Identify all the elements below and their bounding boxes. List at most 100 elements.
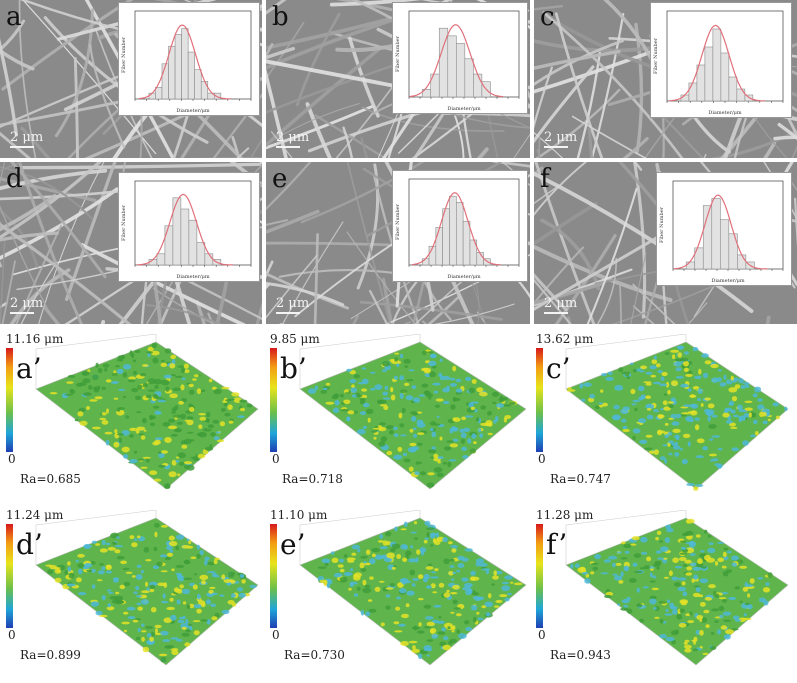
- surface-texture: [157, 399, 166, 403]
- surface-texture: [510, 581, 514, 584]
- surface-texture: [168, 535, 175, 541]
- surface-texture: [378, 441, 386, 447]
- surface-texture: [657, 557, 665, 560]
- surface: [565, 517, 789, 666]
- surface-texture: [443, 558, 450, 565]
- surface-texture: [668, 570, 673, 576]
- surface-texture: [645, 382, 652, 386]
- surface-texture: [141, 636, 145, 642]
- surface-texture: [449, 558, 455, 562]
- surface-texture: [405, 395, 414, 401]
- surface-texture: [212, 419, 220, 424]
- surface-texture: [166, 606, 175, 611]
- surface-texture: [97, 367, 103, 374]
- surface-texture: [186, 604, 191, 609]
- surface-texture: [157, 582, 166, 587]
- surface-texture: [446, 440, 455, 443]
- surface-texture: [390, 394, 396, 401]
- surface-texture: [663, 621, 667, 624]
- fit-curve: [136, 193, 233, 266]
- surface-texture: [169, 549, 174, 553]
- surface-texture: [423, 648, 433, 652]
- surface-texture: [99, 563, 104, 566]
- surface-texture: [617, 603, 621, 606]
- surface-texture: [186, 538, 190, 542]
- surface-texture: [501, 581, 509, 585]
- surface-texture: [683, 641, 688, 645]
- surface-texture: [704, 596, 713, 601]
- surface-texture: [136, 602, 142, 606]
- surface-texture: [408, 640, 418, 644]
- surface-texture: [464, 620, 470, 625]
- surface-texture: [448, 459, 457, 462]
- surface-texture: [472, 616, 477, 623]
- surface-texture: [691, 639, 698, 642]
- surface-texture: [133, 538, 138, 541]
- surface-texture: [436, 472, 444, 478]
- surface-texture: [431, 633, 439, 639]
- fit-curve: [411, 192, 501, 266]
- surface-texture: [181, 632, 190, 637]
- surface-texture: [744, 384, 750, 388]
- surface-texture: [574, 563, 580, 568]
- surface-texture: [239, 573, 245, 579]
- surface-texture: [487, 432, 493, 436]
- surface-texture: [47, 569, 54, 575]
- surface-texture: [379, 404, 388, 407]
- surface-texture: [221, 574, 226, 580]
- surface-texture: [442, 644, 451, 651]
- histogram-bar: [711, 198, 721, 270]
- surface-texture: [362, 425, 367, 429]
- surface-texture: [364, 584, 371, 588]
- surface-texture: [659, 456, 666, 461]
- y-axis-label: Fiber Number: [121, 36, 127, 73]
- surface-texture: [495, 599, 503, 604]
- surface-texture: [206, 571, 216, 573]
- surface-texture: [642, 586, 649, 589]
- histogram-inset: Fiber Number Diameter/μm: [650, 2, 792, 118]
- topography-panel-b: 9.85 μm b’ 0 Ra=0.718: [270, 332, 532, 504]
- surface-texture: [171, 459, 177, 466]
- surface-texture: [670, 349, 680, 353]
- surface-texture: [752, 393, 758, 398]
- surface-texture: [683, 404, 692, 407]
- surface-texture: [230, 593, 236, 598]
- surface-texture: [133, 450, 138, 454]
- surface-texture: [432, 538, 437, 544]
- surface-texture: [83, 544, 93, 548]
- sem-panel-c: c Fiber Number Diameter/μm 2 μm: [534, 0, 797, 158]
- surface-texture: [421, 367, 428, 372]
- surface-texture: [442, 387, 450, 393]
- surface-texture: [393, 426, 398, 430]
- surface-texture: [179, 584, 184, 589]
- surface-texture: [147, 346, 154, 352]
- surface-texture: [705, 624, 710, 628]
- surface-texture: [672, 354, 676, 360]
- surface-texture: [479, 433, 483, 438]
- surface-texture: [220, 407, 226, 412]
- surface-texture: [205, 599, 211, 605]
- surface-texture: [661, 371, 668, 377]
- surface-texture: [717, 466, 722, 469]
- surface-texture: [403, 580, 412, 584]
- surface-texture: [683, 360, 689, 367]
- surface-texture: [702, 652, 709, 655]
- surface-texture: [346, 416, 351, 422]
- surface-texture: [118, 437, 123, 444]
- surface-texture: [125, 571, 133, 574]
- surface-texture: [238, 592, 247, 598]
- surface-texture: [667, 440, 674, 444]
- surface-texture: [423, 577, 428, 583]
- surface-texture: [140, 466, 148, 469]
- surface-texture: [170, 648, 179, 651]
- surface-texture: [325, 382, 331, 386]
- surface-texture: [664, 422, 669, 426]
- surface-texture: [607, 371, 613, 375]
- surface-texture: [138, 433, 145, 436]
- surface-texture: [710, 646, 717, 650]
- surface-texture: [685, 530, 694, 536]
- surface-texture: [409, 428, 414, 433]
- surface-texture: [721, 565, 727, 569]
- surface-texture: [433, 467, 443, 473]
- histogram-chart: Fiber Number Diameter/μm: [395, 10, 520, 112]
